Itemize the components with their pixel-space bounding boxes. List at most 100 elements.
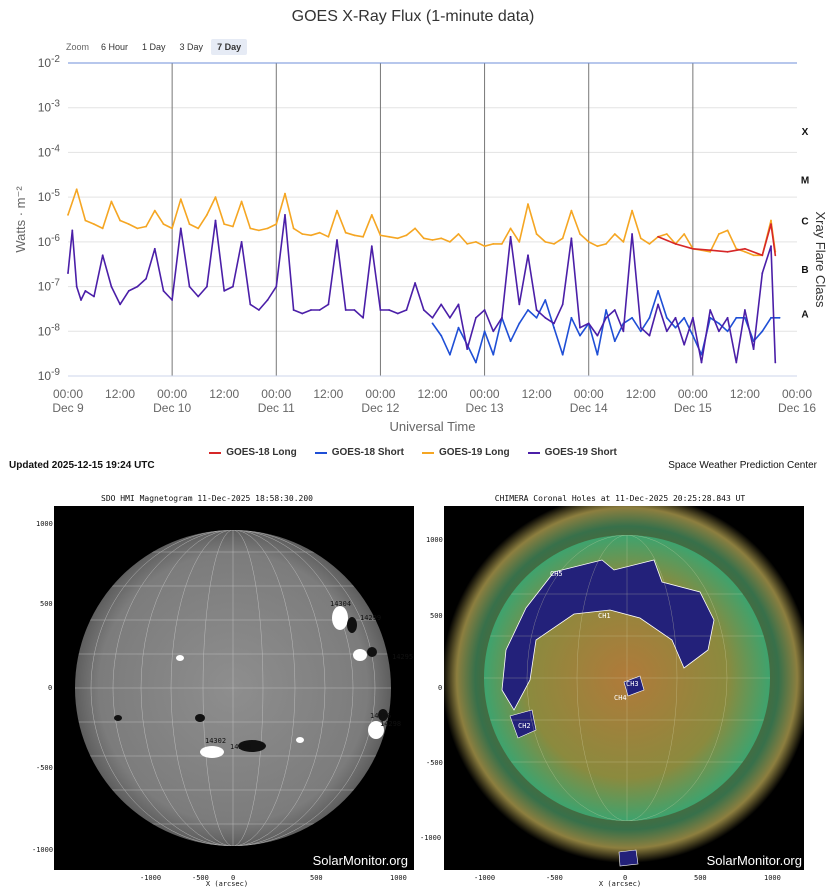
chimera-y-tick: 1000	[426, 536, 443, 544]
hmi-region-label: 14304	[330, 600, 351, 608]
series-point	[674, 243, 677, 245]
series-point	[622, 330, 625, 333]
series-point	[379, 309, 382, 311]
legend-swatch-goes18-short	[314, 451, 327, 454]
hmi-y-tick: 0	[48, 684, 52, 692]
series-point	[197, 227, 200, 230]
x-tick-time-label: 00:00	[678, 387, 708, 401]
legend-item-goes19-short[interactable]: GOES-19 Short	[527, 447, 617, 458]
legend-item-goes19-long[interactable]: GOES-19 Long	[422, 447, 510, 458]
y-tick-label: 10-8	[38, 322, 61, 338]
x-tick-date-label: Dec 10	[153, 401, 191, 415]
series-point	[206, 214, 208, 216]
legend-item-goes18-short[interactable]: GOES-18 Short	[314, 447, 404, 458]
updated-timestamp: Updated 2025-12-15 19:24 UTC	[9, 460, 155, 471]
series-point	[67, 214, 69, 216]
series-point	[327, 303, 330, 306]
series-point	[275, 285, 278, 288]
series-point	[570, 237, 573, 240]
series-point	[622, 241, 625, 243]
series-point	[596, 353, 599, 356]
series-point	[119, 219, 121, 222]
x-tick-time-label: 12:00	[313, 387, 343, 401]
series-point	[613, 340, 616, 343]
series-point	[735, 361, 738, 364]
legend-label: GOES-18 Long	[226, 447, 297, 458]
series-point	[527, 254, 529, 257]
series-point	[362, 235, 364, 238]
hmi-region-label: 14295	[392, 653, 413, 661]
series-point	[518, 241, 521, 243]
series-point	[475, 241, 477, 243]
series-point	[527, 309, 529, 311]
series-point	[492, 330, 495, 333]
series-point	[509, 227, 512, 230]
chimera-x-tick: 1000	[764, 874, 781, 882]
chimera-coronal-hole-regions	[501, 559, 715, 739]
series-point	[145, 225, 148, 228]
y-axis-title: Watts · m⁻²	[13, 186, 28, 253]
series-point	[561, 303, 564, 306]
x-tick-time-label: 12:00	[417, 387, 447, 401]
hmi-title: SDO HMI Magnetogram 11-Dec-2025 18:58:30…	[101, 494, 313, 503]
zoom-3-day-button[interactable]: 3 Day	[179, 42, 204, 52]
chimera-x-tick: 0	[623, 874, 627, 882]
hmi-region-label: 14296	[370, 712, 391, 720]
series-point	[553, 243, 555, 245]
legend-item-goes18-long[interactable]: GOES-18 Long	[209, 447, 297, 458]
legend-label: GOES-19 Long	[439, 447, 510, 458]
series-point	[249, 303, 252, 306]
series-point	[110, 200, 113, 203]
zoom-bar: Zoom 6 Hour 1 Day 3 Day 7 Day	[66, 39, 249, 55]
series-point	[197, 295, 200, 298]
hmi-x-tick: 1000	[390, 874, 407, 882]
series-point	[726, 229, 729, 232]
series-point	[206, 285, 208, 288]
series-point	[84, 219, 87, 222]
series-point	[657, 303, 659, 306]
series-point	[544, 299, 547, 301]
series-point	[93, 295, 95, 298]
series-point	[639, 326, 642, 329]
series-point	[171, 227, 174, 230]
series-point	[301, 233, 304, 235]
x-tick-time-label: 00:00	[470, 387, 500, 401]
series-point	[75, 285, 78, 288]
flare-class-label: X	[802, 127, 809, 138]
series-point	[145, 277, 148, 280]
series-point	[431, 322, 434, 325]
y-tick-label: 10-3	[38, 99, 61, 115]
flare-class-label: B	[801, 265, 808, 276]
series-point	[84, 290, 87, 292]
series-point	[761, 254, 764, 257]
series-point	[709, 250, 712, 253]
x-tick-date-label: Dec 15	[674, 401, 712, 415]
series-point	[101, 227, 104, 230]
series-point	[692, 334, 694, 337]
series-point	[379, 234, 382, 237]
series-point	[284, 214, 286, 216]
series-point	[778, 316, 781, 319]
series-point	[535, 309, 538, 311]
series-point	[344, 231, 347, 234]
series-point	[188, 285, 191, 288]
zoom-1-day-button[interactable]: 1 Day	[142, 42, 166, 52]
series-point	[648, 316, 651, 319]
legend-swatch-goes19-short	[527, 451, 540, 454]
zoom-6-hour-button[interactable]: 6 Hour	[101, 42, 129, 52]
series-point	[457, 303, 460, 306]
series-point	[162, 223, 165, 226]
legend-label: GOES-18 Short	[331, 447, 404, 458]
series-point	[509, 340, 512, 343]
chimera-y-tick: 0	[438, 684, 442, 692]
chimera-y-tick: -1000	[420, 834, 441, 842]
series-point	[336, 239, 338, 241]
series-point	[249, 227, 252, 230]
legend-swatch-goes19-long	[422, 451, 434, 454]
hmi-region-label: 14299	[360, 614, 381, 622]
series-point	[544, 241, 547, 243]
series-point	[431, 316, 434, 319]
y-tick-label: 10-9	[38, 367, 61, 383]
series-point	[657, 290, 659, 292]
zoom-7-day-button[interactable]: 7 Day	[211, 39, 248, 55]
